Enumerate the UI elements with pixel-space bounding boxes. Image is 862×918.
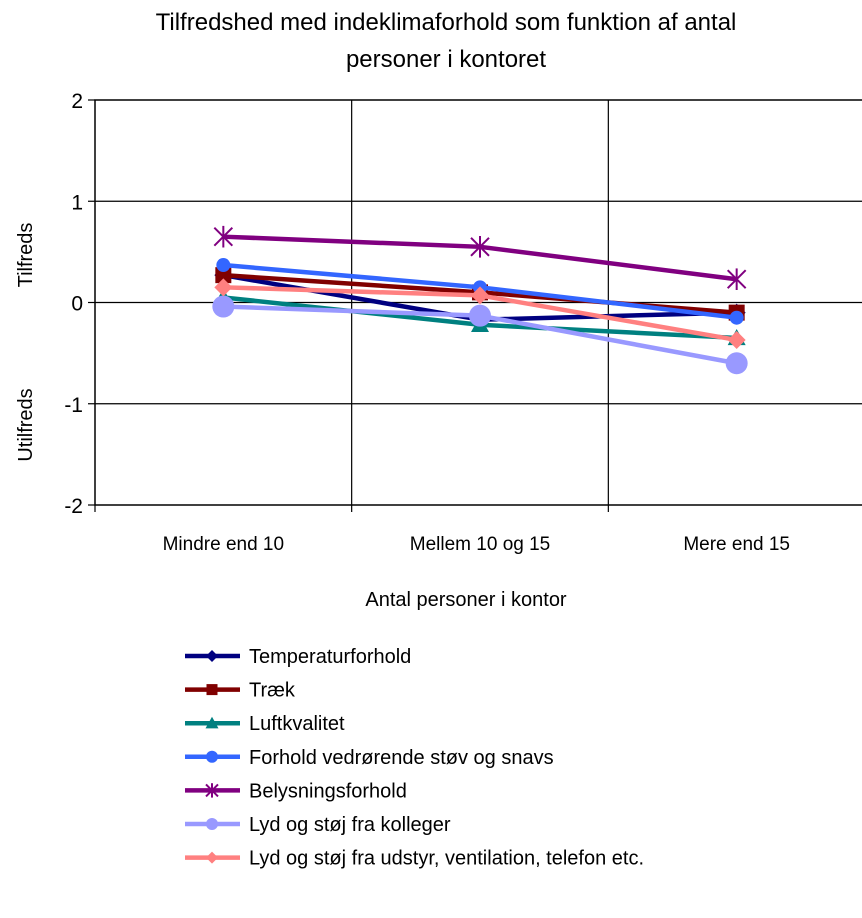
point-marker [725, 352, 748, 375]
legend-label: Luftkvalitet [249, 713, 345, 735]
point-marker [205, 783, 219, 798]
point-marker [727, 330, 746, 349]
y-axis-label-bottom: Utilfreds [15, 388, 37, 461]
series-layer [212, 225, 748, 375]
point-marker [212, 295, 235, 318]
point-marker [213, 225, 234, 248]
legend-label: Forhold vedrørende støv og snavs [249, 747, 554, 769]
x-tick-labels: Mindre end 10 Mellem 10 og 15 Mere end 15 [163, 534, 790, 555]
chart-title-line-1: Tilfredshed med indeklimaforhold som fun… [156, 9, 737, 36]
point-marker [206, 684, 218, 696]
point-marker [726, 268, 747, 291]
series-lyd-og-st-j-fra-udstyr-ventilation-telefon-etc [214, 278, 746, 349]
point-marker [470, 236, 490, 258]
y-tick-label: -1 [64, 394, 83, 417]
legend-label: Belysningsforhold [249, 780, 407, 802]
legend-label: Temperaturforhold [249, 646, 411, 668]
chart-title-line-2: personer i kontoret [346, 46, 546, 73]
legend-item: Træk [185, 680, 296, 702]
y-tick-label: 2 [71, 90, 83, 113]
point-marker [214, 278, 233, 297]
point-marker [206, 818, 218, 830]
y-tick-label: -2 [64, 495, 83, 518]
legend-item: Luftkvalitet [185, 713, 345, 735]
series-belysningsforhold [213, 225, 747, 291]
legend-label: Træk [249, 680, 296, 702]
x-tick-label: Mindre end 10 [163, 534, 284, 555]
y-axis-label-top: Tilfreds [15, 223, 37, 288]
point-marker [216, 258, 231, 273]
point-marker [215, 267, 232, 284]
legend-item: Temperaturforhold [185, 646, 411, 668]
point-marker [729, 310, 744, 325]
x-axis-label: Antal personer i kontor [365, 589, 567, 611]
x-tick-label: Mellem 10 og 15 [410, 534, 550, 555]
point-marker [471, 286, 489, 305]
point-marker [469, 304, 491, 327]
legend-item: Lyd og støj fra udstyr, ventilation, tel… [185, 848, 644, 870]
point-marker [206, 650, 218, 662]
series-lyd-og-st-j-fra-kolleger [212, 295, 748, 375]
legend-label: Lyd og støj fra kolleger [249, 814, 451, 836]
legend-label: Lyd og støj fra udstyr, ventilation, tel… [249, 848, 644, 870]
y-tick-labels: 2 1 0 -1 -2 [64, 90, 83, 518]
legend-item: Belysningsforhold [185, 780, 407, 802]
point-marker [206, 750, 218, 763]
legend-item: Forhold vedrørende støv og snavs [185, 747, 554, 769]
legend: Temperaturforhold Træk Luftkvalitet Forhold… [185, 646, 644, 870]
point-marker [205, 716, 219, 729]
y-tick-label: 1 [71, 191, 83, 214]
legend-item: Lyd og støj fra kolleger [185, 814, 451, 836]
point-marker [206, 851, 218, 864]
y-tick-label: 0 [71, 293, 83, 316]
x-tick-label: Mere end 15 [683, 534, 790, 555]
